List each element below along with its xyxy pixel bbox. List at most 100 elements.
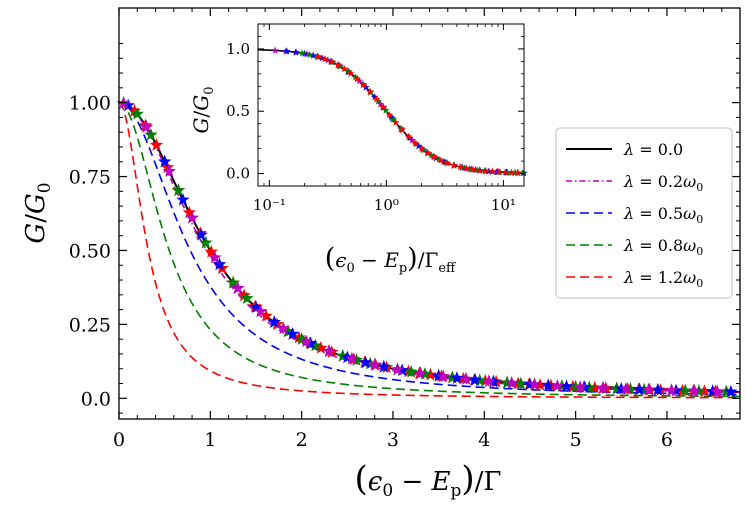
inset-marker-s3 xyxy=(427,151,436,159)
inset-marker-s4 xyxy=(514,168,522,177)
main-x-tick-label: 1 xyxy=(204,429,216,451)
main-marker-s3 xyxy=(404,365,418,378)
main-marker-s3 xyxy=(294,332,309,345)
inset-marker-s2 xyxy=(283,47,291,55)
main-marker-s1 xyxy=(368,357,382,371)
main-marker-s1 xyxy=(573,380,587,393)
main-marker-s2 xyxy=(121,98,135,112)
main-marker-s2 xyxy=(450,371,464,384)
main-marker-s1 xyxy=(253,304,268,318)
inset-marker-s4 xyxy=(340,64,349,73)
main-marker-s3 xyxy=(582,380,596,394)
legend: λ = 0.0 λ = 0.2ω0 λ = 0.5ω0 λ = 0.8ω0 λ = 1.… xyxy=(555,127,733,299)
main-marker-s2 xyxy=(267,315,281,328)
main-marker-s2 xyxy=(377,359,391,373)
main-marker-s2 xyxy=(212,257,227,271)
inset-marker-s4 xyxy=(469,165,477,173)
inset-marker-s4 xyxy=(404,132,413,141)
main-marker-s4 xyxy=(127,103,142,117)
main-y-tick-label: 0.0 xyxy=(81,388,111,410)
main-marker-s3 xyxy=(418,367,432,380)
inset-marker-s4 xyxy=(430,153,439,161)
inset-marker-s2 xyxy=(318,54,326,62)
inset-marker-s2 xyxy=(362,83,370,91)
inset-marker-s4 xyxy=(449,161,458,169)
inset-marker-s3 xyxy=(381,106,390,114)
main-x-tick-label: 5 xyxy=(570,429,582,451)
inset-marker-s4 xyxy=(417,144,426,152)
inset-y-tick-label: 0.0 xyxy=(226,165,250,183)
inset-marker-s4 xyxy=(372,95,381,103)
main-marker-s2 xyxy=(559,379,574,393)
main-marker-s2 xyxy=(158,154,172,168)
inset-axis-ticks: 10⁻¹ 10⁰ 10¹ 0.0 0.5 1.0 xyxy=(226,24,524,214)
inset-x-tick-label: 10⁻¹ xyxy=(253,196,286,214)
main-marker-s3 xyxy=(308,338,322,352)
inset-marker-s1 xyxy=(271,46,279,54)
inset-marker-s3 xyxy=(465,164,474,173)
inset-marker-s4 xyxy=(443,159,452,167)
inset-marker-s3 xyxy=(511,168,519,176)
main-series-line-4 xyxy=(118,101,741,399)
main-marker-s1 xyxy=(527,377,542,391)
main-marker-s1 xyxy=(664,383,679,397)
inset-marker-s4 xyxy=(482,167,490,175)
main-marker-s1 xyxy=(482,374,496,387)
svg-text:(ϵ0 − Ep)/Γeff: (ϵ0 − Ep)/Γeff xyxy=(325,243,457,276)
legend-label-3: λ = 0.8ω0 xyxy=(623,236,703,258)
inset-marker-s2 xyxy=(414,142,423,150)
main-marker-s3 xyxy=(144,127,158,141)
inset-marker-s1 xyxy=(355,77,364,85)
main-x-tick-label: 6 xyxy=(661,429,673,451)
inset-marker-s4 xyxy=(398,126,406,134)
inset-y-tick-label: 1.0 xyxy=(226,40,250,58)
inset-y-axis-label: G/G0 xyxy=(189,87,217,134)
main-marker-s2 xyxy=(578,380,592,394)
inset-plot-frame xyxy=(257,23,525,187)
inset-marker-s4 xyxy=(346,69,355,77)
main-marker-s4 xyxy=(588,380,602,394)
inset-marker-s3 xyxy=(298,49,306,57)
main-marker-s3 xyxy=(240,291,254,305)
main-marker-s1 xyxy=(162,164,176,177)
main-y-tick-label: 0.50 xyxy=(69,240,111,262)
main-marker-s2 xyxy=(486,374,501,388)
main-marker-s1 xyxy=(208,250,222,264)
inset-marker-s2 xyxy=(388,114,397,122)
inset-plot: 10⁻¹ 10⁰ 10¹ 0.0 0.5 1.0 xyxy=(226,23,528,214)
main-marker-s2 xyxy=(304,336,318,350)
main-marker-s3 xyxy=(473,373,487,387)
main-x-tick-label: 0 xyxy=(113,429,125,451)
main-plot: 0 1 2 3 4 5 6 0.0 0.25 0.50 0.75 1.00 xyxy=(69,7,741,451)
main-marker-s1 xyxy=(345,351,359,365)
legend-label-0: λ = 0.0 xyxy=(623,140,683,159)
main-marker-s2 xyxy=(541,378,555,392)
inset-marker-s2 xyxy=(370,93,379,101)
main-marker-s2 xyxy=(176,192,190,206)
main-marker-s2 xyxy=(632,382,647,396)
main-marker-s1 xyxy=(139,120,154,133)
main-marker-s4 xyxy=(697,384,712,397)
main-y-tick-label: 0.75 xyxy=(69,167,111,189)
main-marker-s1 xyxy=(231,281,245,295)
main-x-tick-label: 4 xyxy=(478,429,490,451)
main-marker-s2 xyxy=(194,227,208,241)
main-marker-s1 xyxy=(687,384,701,397)
legend-label-4: λ = 1.2ω0 xyxy=(623,268,703,290)
inset-marker-s4 xyxy=(385,110,394,119)
legend-frame xyxy=(555,127,733,299)
inset-marker-s1 xyxy=(376,100,385,108)
main-marks xyxy=(116,96,741,399)
inset-marker-s4 xyxy=(353,74,361,83)
inset-marker-s2 xyxy=(484,167,493,175)
inset-marker-s4 xyxy=(379,102,387,111)
main-marker-s3 xyxy=(514,376,528,390)
legend-label-1: λ = 0.2ω0 xyxy=(623,172,703,194)
inset-marker-s4 xyxy=(411,139,419,147)
main-marker-s1 xyxy=(276,321,291,335)
inset-marker-s4 xyxy=(501,168,509,176)
main-x-tick-label: 3 xyxy=(387,429,399,451)
inset-marker-s2 xyxy=(432,154,440,162)
main-marker-s1 xyxy=(185,211,199,224)
